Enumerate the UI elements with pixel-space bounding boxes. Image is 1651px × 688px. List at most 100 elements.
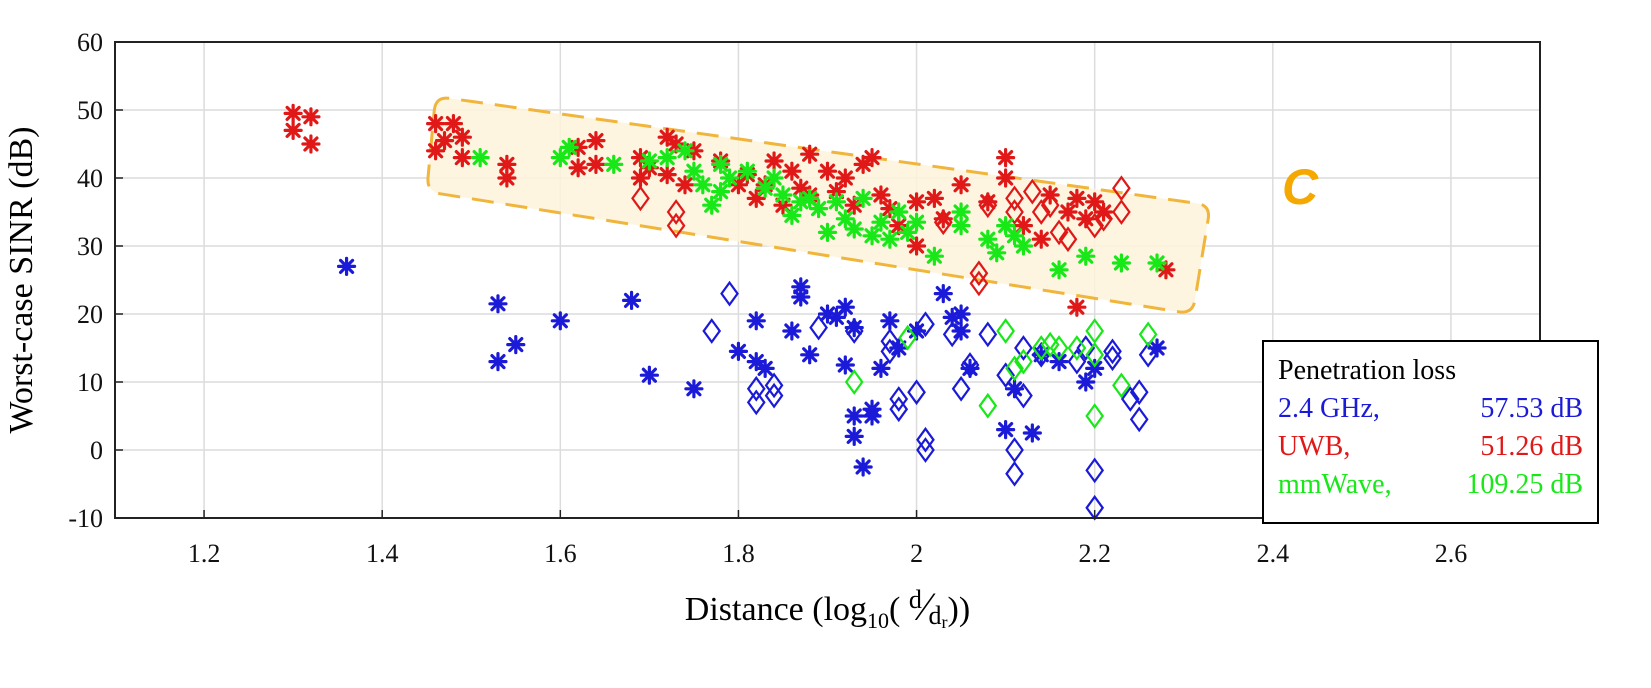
diamond-point — [969, 260, 989, 287]
diamond-point — [996, 362, 1015, 389]
asterisk-point — [1093, 202, 1114, 222]
x-tick-label: 2 — [910, 539, 923, 568]
asterisk-point — [826, 307, 847, 327]
x-label-frac-den: d — [929, 601, 942, 630]
x-label-frac-num: d — [909, 585, 922, 614]
asterisk-point — [791, 287, 811, 307]
asterisk-point — [1031, 345, 1051, 365]
asterisk-point — [559, 137, 579, 157]
asterisk-point — [826, 182, 847, 202]
asterisk-point — [301, 134, 321, 154]
asterisk-point — [452, 127, 472, 147]
asterisk-point — [844, 219, 864, 239]
asterisk-point — [1013, 236, 1034, 256]
asterisk-point — [497, 154, 517, 174]
asterisk-point — [942, 307, 962, 327]
asterisk-point — [862, 148, 882, 168]
asterisk-point — [800, 345, 820, 365]
region-label-c: C — [1282, 159, 1319, 215]
y-tick-label: 10 — [77, 368, 103, 397]
asterisk-point — [586, 154, 606, 174]
diamond-point — [666, 212, 686, 239]
y-tick-label: 0 — [90, 436, 103, 465]
asterisk-point — [889, 216, 909, 236]
diamond-point — [1129, 406, 1149, 433]
diamond-point — [1049, 219, 1069, 246]
diamond-point — [969, 270, 989, 297]
asterisk-point — [737, 161, 757, 181]
series-0 — [336, 256, 1167, 521]
legend-name: mmWave, — [1278, 469, 1392, 500]
asterisk-point — [621, 290, 642, 310]
diamond-point — [1014, 348, 1033, 375]
diamond-point — [746, 375, 766, 402]
asterisk-point — [996, 420, 1016, 440]
asterisk-point — [1111, 253, 1132, 273]
series-1 — [283, 103, 1176, 317]
diamond-point — [1014, 335, 1033, 361]
asterisk-point — [808, 199, 829, 219]
asterisk-point — [835, 355, 855, 375]
asterisk-point — [862, 226, 882, 246]
asterisk-point — [336, 256, 357, 276]
diamond-point — [1112, 372, 1131, 399]
asterisk-point — [996, 168, 1016, 188]
diamond-point — [1005, 355, 1024, 382]
asterisk-point — [488, 294, 508, 314]
diamond-point — [764, 372, 784, 399]
diamond-point — [1103, 338, 1122, 365]
legend-entry-2-4ghz: 2.4 GHz, 57.53 dB — [1278, 390, 1583, 428]
asterisk-point — [782, 205, 802, 225]
asterisk-point — [817, 222, 838, 242]
y-tick-label: 20 — [77, 300, 103, 329]
y-tick-label: -10 — [68, 504, 103, 533]
asterisk-point — [871, 185, 891, 205]
asterisk-point — [1076, 246, 1096, 266]
diamond-point — [1129, 379, 1149, 406]
x-tick-label: 1.2 — [188, 539, 221, 568]
x-label-frac-den-sub: r — [942, 612, 948, 632]
asterisk-point — [1067, 188, 1087, 208]
asterisk-point — [711, 154, 731, 174]
asterisk-point — [844, 195, 864, 215]
y-axis-label: Worst-case SINR (dB) — [3, 127, 40, 434]
diamond-point — [1085, 403, 1105, 429]
asterisk-point — [951, 202, 971, 222]
x-axis-label: Distance (log10( d⁄dr)) — [685, 584, 970, 633]
asterisk-point — [1085, 192, 1105, 212]
x-tick-label: 2.6 — [1435, 539, 1468, 568]
asterisk-point — [978, 192, 998, 212]
diamond-point — [844, 369, 864, 395]
asterisk-point — [702, 195, 722, 215]
asterisk-point — [1049, 260, 1069, 280]
asterisk-point — [764, 151, 784, 171]
asterisk-point — [711, 182, 731, 202]
asterisk-point — [764, 168, 784, 188]
diamond-point — [1058, 226, 1078, 253]
asterisk-point — [443, 114, 464, 134]
legend-loss: 109.25 dB — [1466, 469, 1583, 500]
asterisk-point — [755, 178, 775, 198]
asterisk-point — [452, 148, 472, 168]
asterisk-point — [675, 175, 695, 195]
asterisk-point — [550, 311, 570, 331]
asterisk-point — [951, 216, 971, 236]
asterisk-point — [924, 188, 944, 208]
series-2 — [470, 137, 1167, 429]
asterisk-point — [826, 192, 847, 212]
asterisk-point — [1067, 297, 1087, 317]
asterisk-point — [853, 154, 873, 174]
diamond-point — [1076, 335, 1096, 361]
asterisk-point — [817, 161, 838, 181]
asterisk-point — [666, 134, 686, 154]
diamond-point — [1031, 335, 1051, 361]
asterisk-point — [906, 236, 927, 256]
legend-name: 2.4 GHz, — [1278, 393, 1380, 424]
asterisk-point — [880, 199, 900, 219]
asterisk-point — [1013, 216, 1034, 236]
asterisk-point — [951, 304, 971, 324]
asterisk-point — [996, 148, 1016, 168]
x-label-sub: 10 — [867, 608, 889, 633]
asterisk-point — [773, 195, 793, 215]
